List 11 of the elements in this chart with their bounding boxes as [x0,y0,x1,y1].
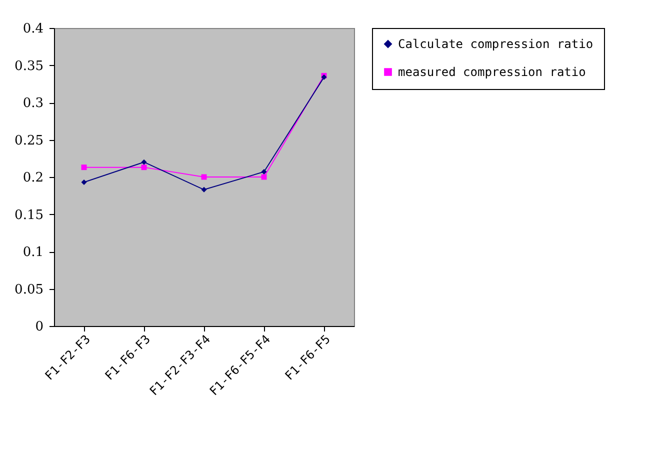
y-tick-label: 0.2 [22,170,44,186]
y-tick-label: 0.25 [14,133,44,148]
y-tick-label: 0.3 [22,96,44,111]
y-tick-label: 0.1 [22,245,44,260]
legend-label: Calculate compression ratio [398,37,594,51]
y-tick-label: 0 [35,320,44,334]
y-tick-label: 0.05 [14,282,44,298]
y-tick-label: 0.35 [14,58,44,74]
legend-label: measured compression ratio [398,65,586,79]
y-tick-label: 0.15 [14,208,44,223]
y-tick-label: 0.4 [22,22,44,36]
